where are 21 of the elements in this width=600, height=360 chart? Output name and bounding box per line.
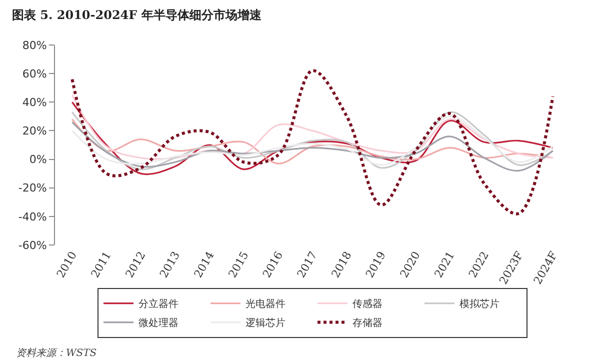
line-series xyxy=(71,94,554,160)
line-series xyxy=(71,101,554,176)
y-tick-label: 0% xyxy=(29,153,47,166)
legend-label: 存储器 xyxy=(352,317,382,330)
y-tick-label: -60% xyxy=(18,238,47,252)
y-tick-label: -20% xyxy=(18,182,47,195)
y-tick-label: 20% xyxy=(22,124,47,138)
y-tick-label: 60% xyxy=(22,67,47,80)
legend-label: 模拟芯片 xyxy=(460,298,500,310)
legend-label: 逻辑芯片 xyxy=(246,317,286,330)
legend-label: 微处理器 xyxy=(138,317,178,330)
legend-label: 分立器件 xyxy=(138,298,178,310)
text: 资料来源：WSTS xyxy=(16,347,97,359)
y-tick-label: 80% xyxy=(22,38,47,52)
line-series xyxy=(71,121,554,172)
y-tick-label: -40% xyxy=(18,210,47,224)
y-tick-label: 40% xyxy=(22,96,47,109)
line-series xyxy=(70,69,554,216)
legend-label: 光电器件 xyxy=(246,298,286,310)
legend-label: 传感器 xyxy=(352,298,382,310)
chart-title: 图表 5. 2010-2024F 年半导体细分市场增速 xyxy=(12,8,262,22)
